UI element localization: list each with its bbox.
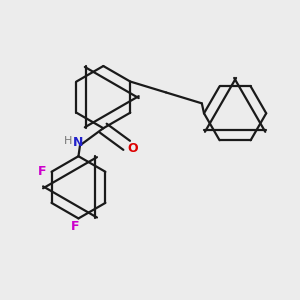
Text: O: O xyxy=(127,142,138,155)
Text: N: N xyxy=(73,136,84,149)
Text: H: H xyxy=(64,136,72,146)
Text: F: F xyxy=(71,220,80,233)
Text: F: F xyxy=(38,165,46,178)
